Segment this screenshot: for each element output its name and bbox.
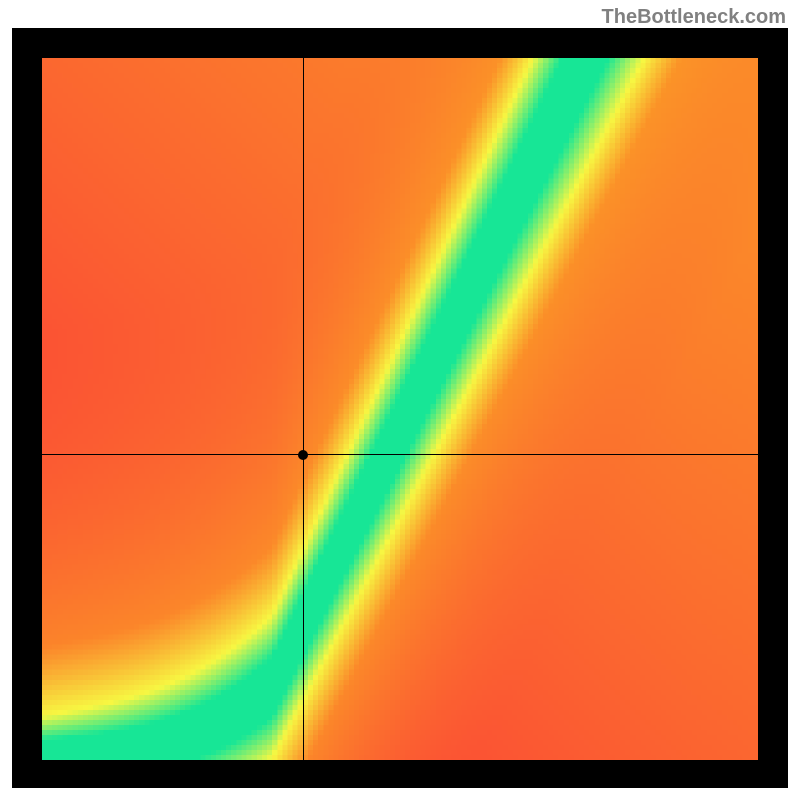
bottleneck-heatmap-canvas — [42, 58, 758, 760]
root-container: TheBottleneck.com — [0, 0, 800, 800]
crosshair-vertical — [303, 58, 304, 760]
selection-marker-dot — [298, 450, 308, 460]
watermark-text: TheBottleneck.com — [602, 6, 786, 29]
crosshair-horizontal — [42, 454, 758, 455]
